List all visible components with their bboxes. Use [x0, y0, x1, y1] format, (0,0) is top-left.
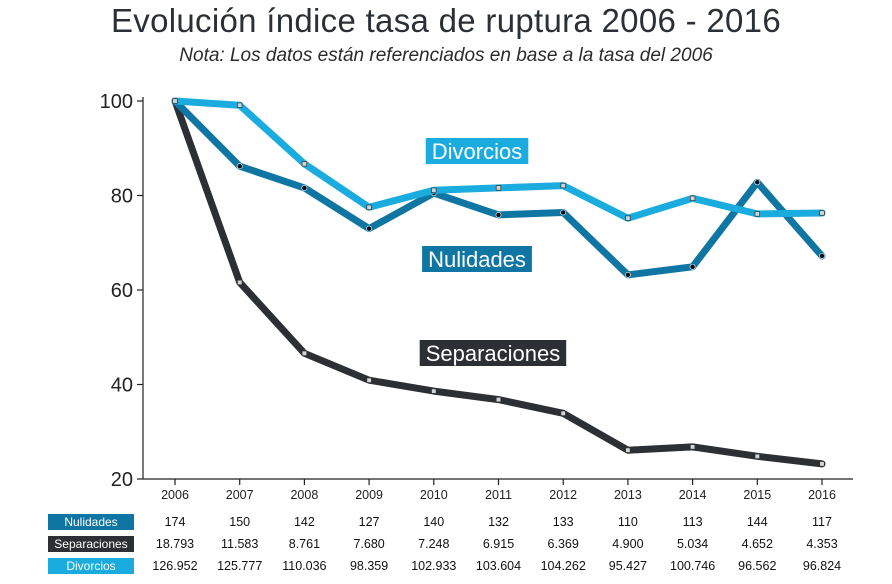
y-tick-label: 100 [100, 91, 133, 113]
data-point-divorcios [819, 210, 825, 216]
y-tick-label: 60 [111, 280, 133, 302]
table-cell: 102.933 [411, 559, 457, 573]
table-cell: 113 [682, 515, 703, 529]
data-point-divorcios [301, 161, 308, 167]
data-point-separaciones [431, 388, 437, 394]
data-point-separaciones [754, 453, 760, 459]
table-cell: 104.262 [540, 559, 586, 573]
series-label-separaciones: Separaciones [419, 340, 567, 366]
series-label-nulidades: Nulidades [422, 246, 532, 272]
y-tick-label: 40 [111, 375, 133, 397]
data-point-divorcios [625, 215, 631, 221]
table-row-label-divorcios: Divorcios [48, 558, 134, 574]
table-cell: 7.680 [353, 537, 385, 551]
data-point-nulidades [301, 185, 308, 191]
table-cell: 110.036 [282, 559, 327, 573]
table-cell: 110 [617, 515, 638, 529]
data-point-nulidades [625, 271, 631, 278]
x-tick-label: 2009 [355, 488, 383, 502]
data-point-separaciones [689, 444, 696, 450]
table-cell: 125.777 [217, 559, 263, 573]
table-row-label-nulidades: Nulidades [48, 514, 134, 530]
table-cell: 127 [358, 515, 380, 529]
chart-title: Evolución índice tasa de ruptura 2006 - … [111, 2, 781, 39]
table-cell: 150 [229, 515, 251, 529]
table-cell: 144 [746, 515, 768, 529]
table-cell: 98.359 [349, 559, 389, 573]
data-point-divorcios [560, 182, 566, 189]
data-point-separaciones [495, 396, 502, 403]
table-cell: 6.369 [547, 537, 579, 551]
chart-series-labels: Separaciones Nulidades Divorcios [419, 138, 567, 366]
table-cell: 117 [812, 515, 832, 529]
x-tick-label: 2006 [161, 488, 189, 502]
table-cell: 11.583 [221, 537, 259, 551]
series-label-box [419, 340, 567, 366]
table-cell: 8.761 [288, 537, 321, 551]
series-label-text: Separaciones [426, 341, 561, 366]
series-label-box [425, 138, 529, 164]
table-cell: 6.915 [482, 537, 515, 551]
data-point-divorcios [689, 195, 696, 201]
table-cell: 5.034 [676, 537, 709, 551]
table-cell: 142 [293, 515, 315, 529]
data-point-nulidades [366, 225, 372, 232]
x-tick-label: 2008 [290, 488, 318, 502]
data-point-nulidades [754, 179, 761, 186]
x-tick-label: 2016 [808, 488, 836, 502]
data-point-separaciones [560, 410, 566, 416]
table-cell: 95.427 [608, 559, 647, 573]
data-point-nulidades [689, 263, 696, 270]
series-label-text: Nulidades [428, 247, 526, 272]
data-point-divorcios [237, 102, 243, 108]
x-tick-label: 2013 [614, 488, 642, 502]
chart-subtitle: Nota: Los datos están referenciados en b… [179, 45, 713, 66]
table-cell: 4.652 [741, 537, 773, 551]
data-point-nulidades [236, 163, 243, 170]
table-cell: 174 [164, 515, 186, 529]
table-cell: 18.793 [155, 537, 195, 551]
y-tick-label: 80 [111, 186, 133, 208]
series-label-text: Divorcios [432, 139, 522, 164]
data-point-separaciones [819, 461, 825, 467]
table-cell: 100.746 [670, 559, 716, 573]
data-point-divorcios [754, 211, 760, 217]
table-cell: 96.824 [802, 559, 842, 573]
table-cell: 4.900 [612, 537, 644, 551]
data-point-separaciones [625, 447, 631, 453]
table-cell: 96.562 [738, 559, 777, 573]
data-point-nulidades [560, 209, 567, 216]
table-cell: 140 [423, 515, 445, 529]
table-cell: 126.952 [152, 559, 198, 573]
table-cell: 4.353 [806, 537, 838, 551]
table-cell: 132 [488, 515, 509, 529]
data-point-divorcios [431, 187, 437, 193]
data-point-separaciones [301, 350, 308, 356]
data-point-nulidades [495, 211, 502, 218]
chart-axes: 20 40 60 80 100 2006 2007 2008 2009 2010 2011 2012 2… [100, 91, 853, 502]
data-point-separaciones [237, 279, 243, 286]
x-tick-label: 2011 [485, 488, 512, 502]
data-point-divorcios [366, 204, 372, 210]
x-tick-label: 2007 [226, 488, 254, 502]
data-point-divorcios [495, 185, 502, 191]
series-label-divorcios: Divorcios [425, 138, 529, 164]
table-cell: 103.604 [475, 559, 522, 573]
x-tick-label: 2014 [679, 488, 707, 502]
x-tick-label: 2012 [549, 488, 577, 502]
x-tick-label: 2015 [743, 488, 771, 502]
data-point-divorcios [172, 98, 178, 104]
chart-series-lines [171, 97, 826, 468]
data-point-nulidades [819, 253, 825, 259]
table-row-label-separaciones: Separaciones [48, 536, 134, 552]
data-point-separaciones [366, 377, 372, 383]
table-cell: 7.248 [418, 537, 450, 551]
table-cell: 133 [552, 515, 574, 529]
x-tick-label: 2010 [420, 488, 448, 502]
y-tick-label: 20 [111, 469, 133, 491]
series-label-box [422, 246, 532, 272]
